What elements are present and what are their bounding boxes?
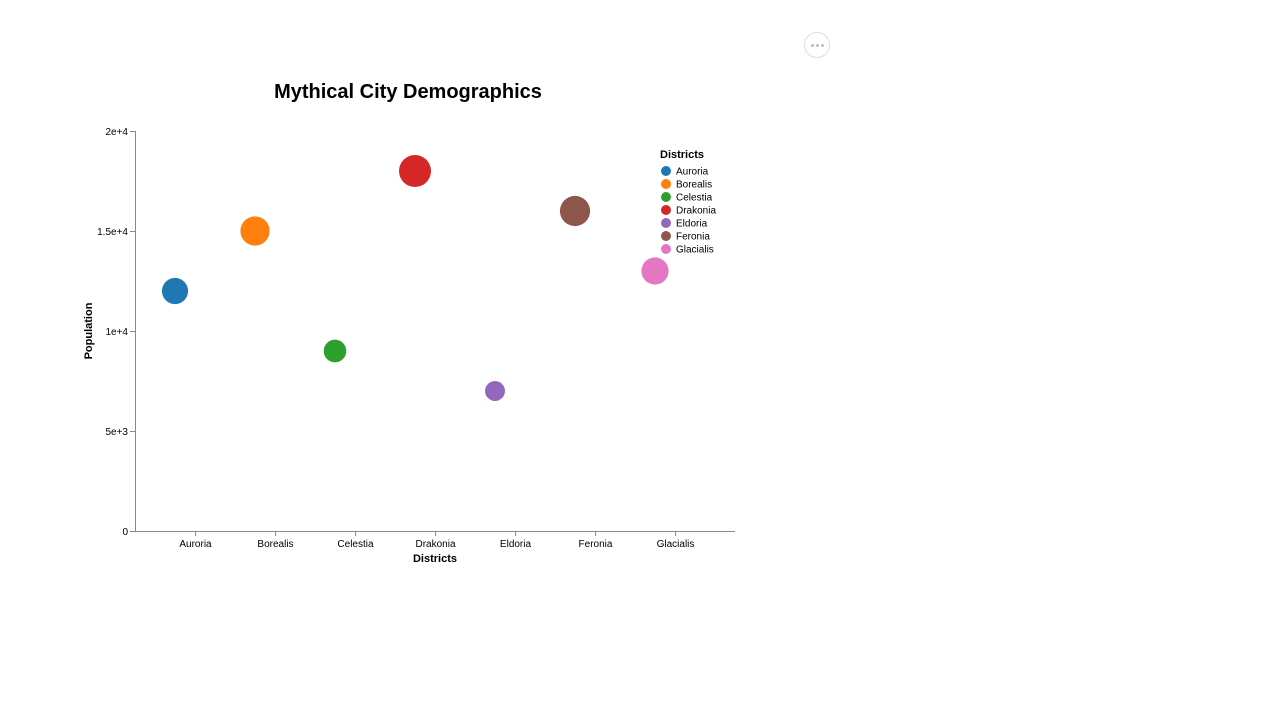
legend-label: Glacialis	[676, 245, 714, 256]
legend-symbol	[661, 179, 671, 189]
more-horizontal-icon-dot-3	[820, 43, 824, 47]
y-tick-label: 2e+4	[105, 127, 128, 138]
legend-label: Borealis	[676, 180, 712, 191]
chart-title: Mythical City Demographics	[274, 81, 542, 103]
y-tick-label: 5e+3	[105, 427, 128, 438]
legend-title: Districts	[660, 149, 704, 161]
legend-symbol	[661, 218, 671, 228]
y-tick-label: 1e+4	[105, 327, 128, 338]
data-point-eldoria[interactable]	[485, 381, 505, 401]
x-tick-label: Glacialis	[657, 539, 695, 550]
y-axis-title: Population	[83, 302, 95, 359]
data-point-auroria[interactable]	[161, 277, 189, 305]
x-tick-label: Auroria	[179, 539, 212, 550]
more-horizontal-icon	[810, 43, 814, 47]
x-tick-label: Drakonia	[415, 539, 455, 550]
data-point-feronia[interactable]	[559, 195, 591, 227]
data-point-borealis[interactable]	[240, 216, 270, 246]
data-point-celestia[interactable]	[323, 339, 347, 363]
x-axis: Auroria Borealis Celestia Drakonia Eldoria Fe…	[135, 531, 735, 550]
legend-label: Drakonia	[676, 206, 716, 217]
legend-symbol	[661, 205, 671, 215]
legend: Districts Auroria Borealis Celestia Drakoni…	[660, 149, 716, 256]
y-tick-label: 1.5e+4	[97, 227, 128, 238]
x-tick-label: Eldoria	[500, 539, 532, 550]
legend-symbol	[661, 231, 671, 241]
data-point-drakonia[interactable]	[399, 155, 431, 187]
more-horizontal-icon-dot-2	[815, 43, 819, 47]
more-actions-button[interactable]	[804, 32, 830, 58]
y-tick-label: 0	[122, 527, 128, 538]
y-axis: 0 5e+3 1e+4 1.5e+4 2e+4	[97, 127, 136, 538]
data-points	[161, 155, 669, 401]
legend-label: Celestia	[676, 193, 713, 204]
legend-symbol	[661, 244, 671, 254]
x-tick-label: Celestia	[337, 539, 374, 550]
legend-symbol	[661, 166, 671, 176]
legend-symbol	[661, 192, 671, 202]
legend-label: Auroria	[676, 167, 709, 178]
legend-label: Feronia	[676, 232, 710, 243]
data-point-glacialis[interactable]	[641, 257, 669, 285]
x-tick-label: Borealis	[257, 539, 293, 550]
x-tick-label: Feronia	[579, 539, 613, 550]
x-axis-title: Districts	[413, 553, 457, 565]
legend-label: Eldoria	[676, 219, 708, 230]
